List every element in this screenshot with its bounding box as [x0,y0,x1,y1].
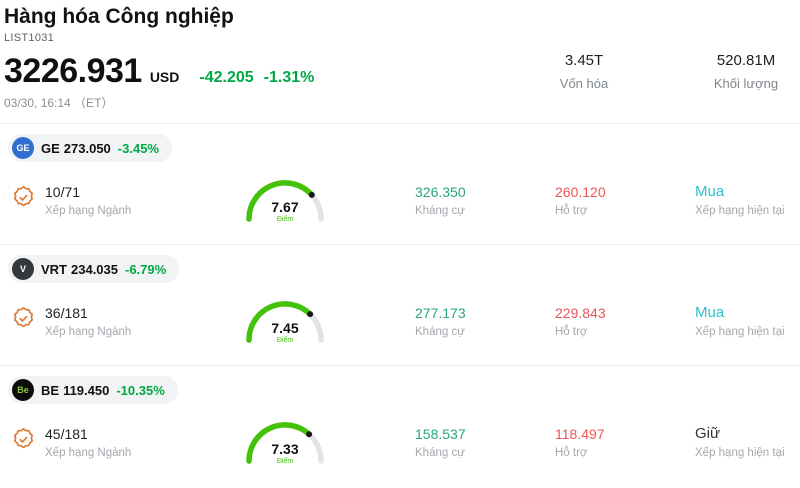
score-value: 7.33 [271,441,299,457]
page-title: Hàng hóa Công nghiệp [4,5,234,28]
resistance-label: Kháng cự [415,325,465,338]
resistance-label: Kháng cự [415,204,465,217]
industry-rank-label: Xếp hạng Ngành [45,446,132,459]
change-percent: -6.79% [125,261,167,277]
resistance-value: 158.537 [415,425,466,442]
resistance-value: 326.350 [415,183,466,200]
current-rating: Giữ Xếp hạng hiện tại [695,425,800,459]
company-logo: GE [12,137,34,159]
industry-rank-value: 36/181 [45,304,88,321]
stock-row: 10/71 Xếp hạng Ngành 7.67 Điểm 326.350 K… [0,162,800,244]
volume-value: 520.81M [716,52,776,69]
rank-badge-icon [0,184,45,216]
index-price: 3226.931 [4,52,142,90]
stock-badge[interactable]: Be BE 119.450 -10.35% [8,376,178,404]
rating-label: Xếp hạng hiện tại [695,447,785,459]
rating-label: Xếp hạng hiện tại [695,326,785,338]
ticker: BE [41,382,60,398]
index-change-percent: -1.31% [263,69,315,86]
score-gauge: 7.67 Điểm [242,174,328,226]
rating-value: Giữ [695,425,721,442]
index-price-row: 3226.931 USD -42.205 -1.31% [4,52,800,91]
stock-section-be: Be BE 119.450 -10.35% 45/181 Xếp hạng Ng… [0,365,800,486]
rating-label: Xếp hạng hiện tại [695,205,785,217]
volume-label: Khối lượng [713,76,779,91]
score-gauge: 7.33 Điểm [242,416,328,468]
industry-rank: 36/181 Xếp hạng Ngành [45,305,230,338]
gauge-arc [242,295,328,352]
score-label: Điểm [276,337,294,344]
score-value: 7.67 [271,199,299,215]
resistance: 277.173 Kháng cự [415,305,555,338]
list-id-label: LIST1031 [4,32,55,44]
change-percent: -10.35% [116,382,165,398]
stock-section-ge: GE GE 273.050 -3.45% 10/71 Xếp hạng Ngàn… [0,123,800,244]
market-cap-value: 3.45T [564,52,604,69]
support-label: Hỗ trợ [555,204,588,217]
score-label: Điểm [276,216,294,223]
score-gauge: 7.45 Điểm [242,295,328,347]
score-label: Điểm [276,458,294,465]
stock-badge[interactable]: V VRT 234.035 -6.79% [8,255,180,283]
company-logo: Be [12,379,34,401]
score-value: 7.45 [271,320,299,336]
ticker: VRT [41,261,67,277]
stock-row: 36/181 Xếp hạng Ngành 7.45 Điểm 277.173 … [0,283,800,365]
stock-row: 45/181 Xếp hạng Ngành 7.33 Điểm 158.537 … [0,404,800,486]
rating-value: Mua [695,304,725,321]
index-header: Hàng hóa Công nghiệp LIST1031 3226.931 U… [0,0,800,123]
ticker-price: BE 119.450 [41,383,109,398]
stock-section-vrt: V VRT 234.035 -6.79% 36/181 Xếp hạng Ngà… [0,244,800,365]
industry-rank-value: 10/71 [45,183,81,200]
ticker-price: VRT 234.035 [41,262,118,277]
index-change-value: -42.205 [199,69,254,86]
rank-badge-icon [0,305,45,337]
ticker-price: GE 273.050 [41,141,111,156]
timestamp: 03/30, 16:14 （ET） [4,96,114,110]
current-rating: Mua Xếp hạng hiện tại [695,183,800,217]
ticker: GE [41,140,60,156]
volume-stat: 520.81M Khối lượng [692,52,800,91]
currency-label: USD [149,69,180,85]
company-logo: V [12,258,34,280]
index-change: -42.205 -1.31% [199,69,314,87]
gauge-arc [242,416,328,473]
industry-rank-value: 45/181 [45,425,88,442]
rank-badge-icon [0,426,45,458]
support-value: 229.843 [555,304,606,321]
industry-rank-label: Xếp hạng Ngành [45,325,132,338]
support-label: Hỗ trợ [555,446,588,459]
industry-rank: 10/71 Xếp hạng Ngành [45,184,230,217]
stock-price: 273.050 [63,140,111,156]
gauge-arc [242,174,328,231]
rating-value: Mua [695,183,725,200]
stock-price: 234.035 [71,261,118,277]
market-cap-stat: 3.45T Vốn hóa [534,52,634,91]
support: 260.120 Hỗ trợ [555,184,695,217]
stock-badge[interactable]: GE GE 273.050 -3.45% [8,134,172,162]
stock-price: 119.450 [63,382,110,398]
resistance-label: Kháng cự [415,446,465,459]
resistance-value: 277.173 [415,304,466,321]
change-percent: -3.45% [117,140,159,156]
support: 229.843 Hỗ trợ [555,305,695,338]
current-rating: Mua Xếp hạng hiện tại [695,304,800,338]
support-value: 260.120 [555,183,606,200]
resistance: 158.537 Kháng cự [415,426,555,459]
support-label: Hỗ trợ [555,325,588,338]
market-cap-label: Vốn hóa [559,76,609,91]
resistance: 326.350 Kháng cự [415,184,555,217]
support: 118.497 Hỗ trợ [555,426,695,459]
support-value: 118.497 [555,425,605,442]
industry-rank: 45/181 Xếp hạng Ngành [45,426,230,459]
industry-rank-label: Xếp hạng Ngành [45,204,132,217]
